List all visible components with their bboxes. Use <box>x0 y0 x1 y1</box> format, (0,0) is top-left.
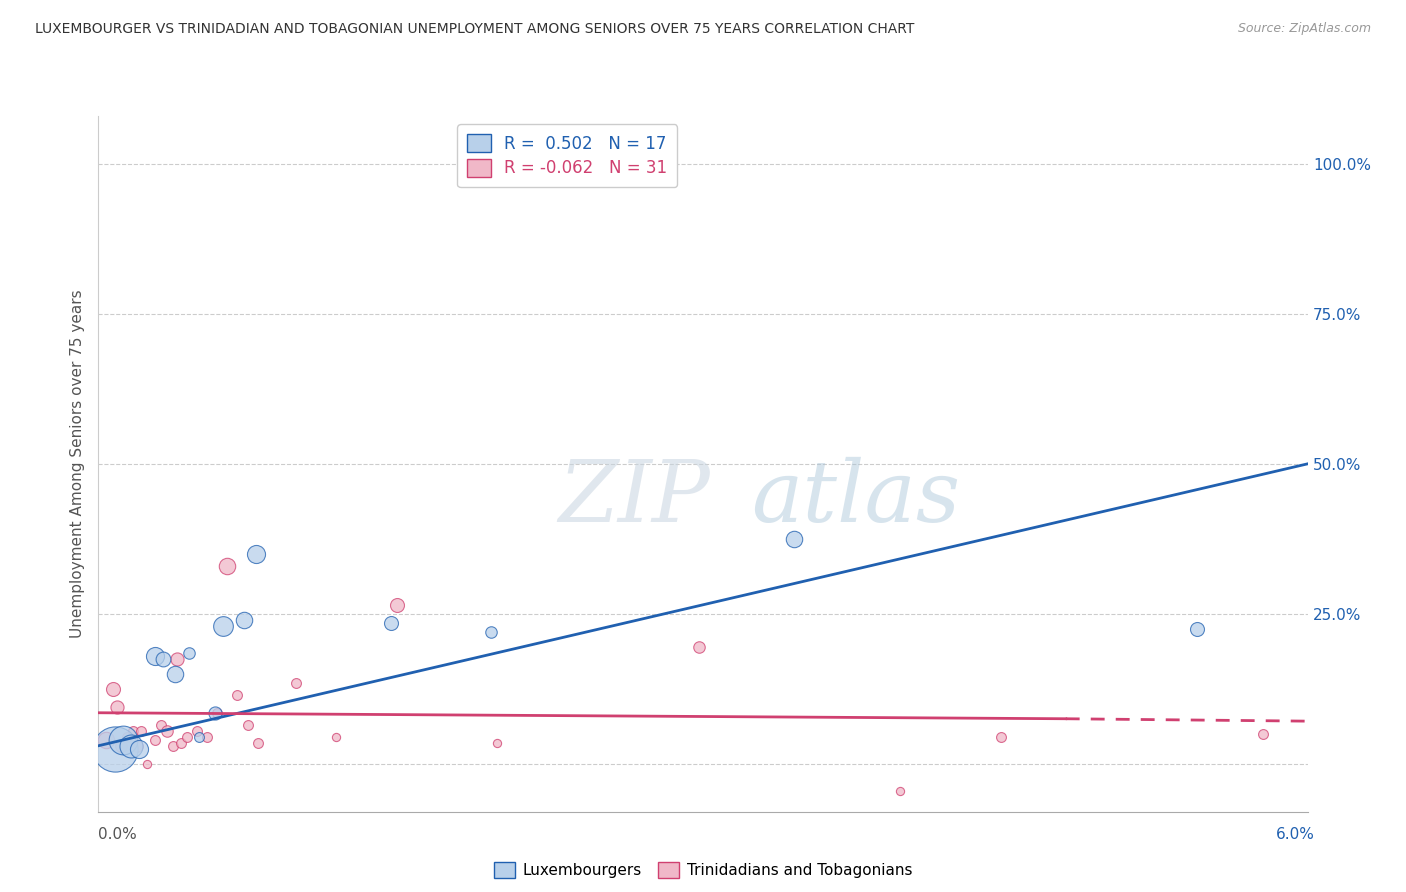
Point <box>889 783 911 797</box>
Point <box>207 706 229 720</box>
Point <box>284 675 307 690</box>
Point <box>128 741 150 756</box>
Point <box>481 624 503 639</box>
Point <box>96 732 118 747</box>
Legend: Luxembourgers, Trinidadians and Tobagonians: Luxembourgers, Trinidadians and Tobagoni… <box>488 856 918 884</box>
Text: LUXEMBOURGER VS TRINIDADIAN AND TOBAGONIAN UNEMPLOYMENT AMONG SENIORS OVER 75 YE: LUXEMBOURGER VS TRINIDADIAN AND TOBAGONI… <box>35 22 914 37</box>
Point <box>129 723 152 738</box>
Point <box>186 723 208 738</box>
Point <box>204 706 226 720</box>
Point <box>110 739 132 753</box>
Point <box>226 688 249 702</box>
Point <box>115 730 138 744</box>
Point <box>990 730 1012 744</box>
Point <box>325 730 347 744</box>
Text: ZIP: ZIP <box>558 458 710 540</box>
Point <box>166 652 188 666</box>
Point <box>162 739 184 753</box>
Point <box>143 648 166 663</box>
Text: Source: ZipAtlas.com: Source: ZipAtlas.com <box>1237 22 1371 36</box>
Point <box>125 739 148 753</box>
Point <box>163 666 186 681</box>
Point <box>212 619 235 633</box>
Text: atlas: atlas <box>751 458 960 540</box>
Point <box>143 732 166 747</box>
Point <box>385 598 408 612</box>
Point <box>486 736 509 750</box>
Point <box>246 736 269 750</box>
Point <box>188 730 211 744</box>
Point <box>105 699 128 714</box>
Point <box>135 756 157 771</box>
Y-axis label: Unemployment Among Seniors over 75 years: Unemployment Among Seniors over 75 years <box>69 290 84 638</box>
Point <box>1251 727 1274 741</box>
Text: 0.0%: 0.0% <box>98 827 138 841</box>
Point <box>120 739 142 753</box>
Point <box>783 532 806 546</box>
Point <box>380 615 402 630</box>
Point <box>1185 622 1208 636</box>
Point <box>101 681 124 696</box>
Text: 6.0%: 6.0% <box>1275 827 1315 841</box>
Point <box>232 613 254 627</box>
Point <box>156 723 179 738</box>
Point <box>176 730 198 744</box>
Point <box>121 723 143 738</box>
Point <box>195 730 218 744</box>
Point <box>111 732 134 747</box>
Point <box>149 717 172 731</box>
Point <box>103 741 125 756</box>
Point <box>170 736 193 750</box>
Point <box>179 646 201 660</box>
Point <box>236 717 259 731</box>
Point <box>152 652 174 666</box>
Point <box>217 558 239 573</box>
Point <box>245 547 267 561</box>
Point <box>688 640 710 654</box>
